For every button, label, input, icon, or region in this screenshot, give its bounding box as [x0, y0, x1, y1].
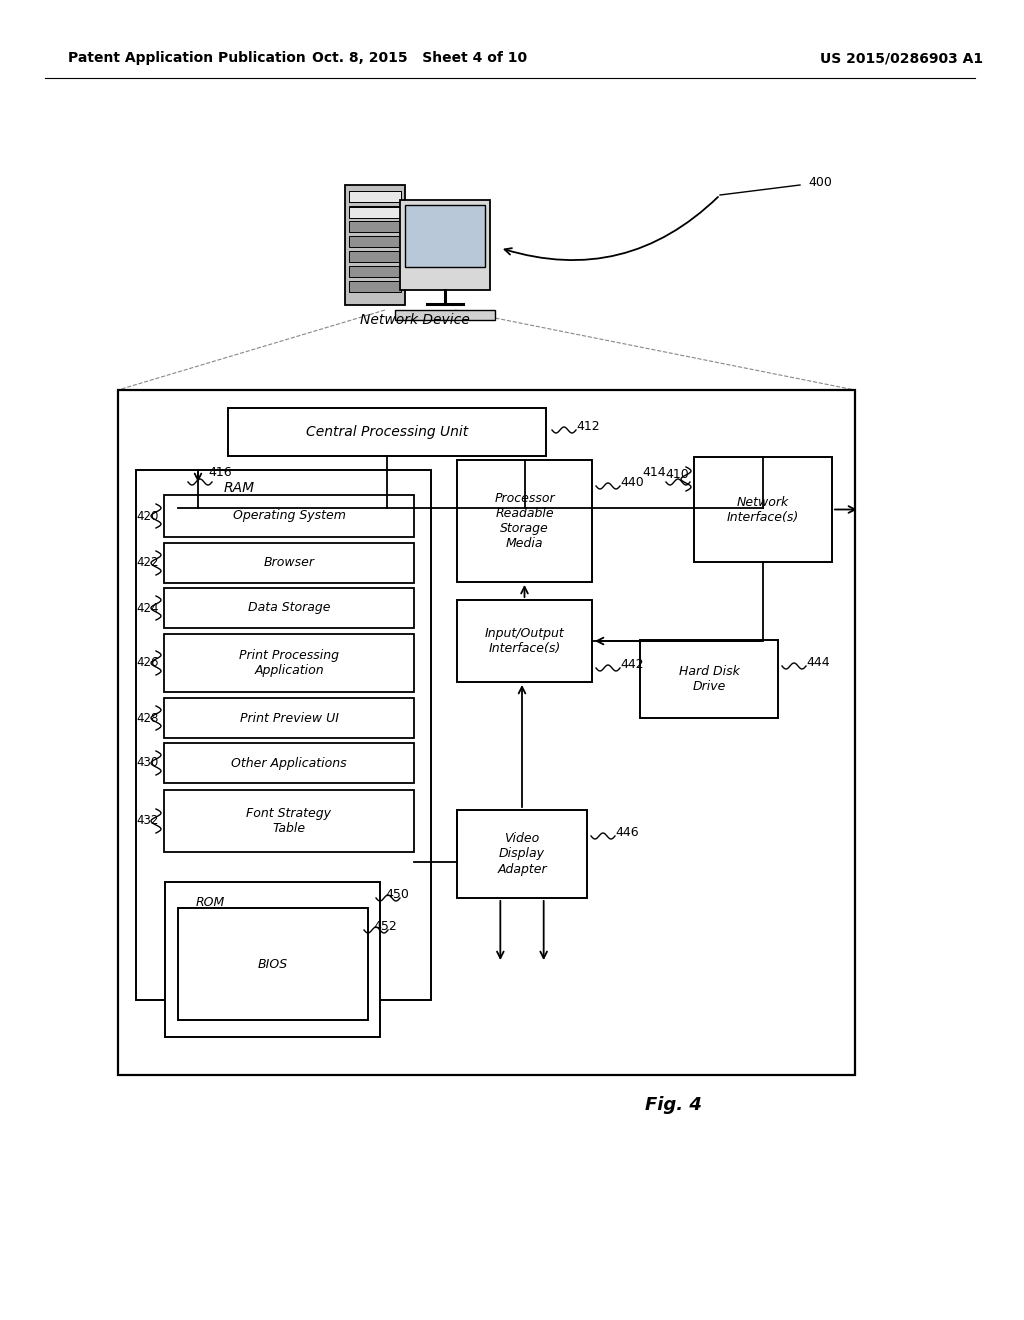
Bar: [349, 267, 401, 277]
Bar: [457, 810, 587, 898]
Bar: [345, 185, 406, 305]
Bar: [406, 205, 485, 267]
Text: 416: 416: [208, 466, 231, 479]
Bar: [118, 389, 855, 1074]
Bar: [164, 543, 414, 583]
Text: Fig. 4: Fig. 4: [645, 1096, 701, 1114]
Text: 440: 440: [620, 475, 644, 488]
Text: 446: 446: [615, 825, 639, 838]
Text: 412: 412: [575, 420, 600, 433]
Text: Processor
Readable
Storage
Media: Processor Readable Storage Media: [495, 492, 555, 550]
Text: Hard Disk
Drive: Hard Disk Drive: [679, 665, 739, 693]
Text: 422: 422: [136, 557, 159, 569]
Bar: [395, 310, 495, 319]
Text: Video
Display
Adapter: Video Display Adapter: [498, 833, 547, 875]
Bar: [349, 207, 401, 218]
Bar: [349, 281, 401, 292]
Bar: [694, 457, 831, 562]
Bar: [136, 470, 431, 1001]
Text: Central Processing Unit: Central Processing Unit: [306, 425, 468, 440]
Text: Data Storage: Data Storage: [248, 602, 331, 615]
Text: Browser: Browser: [263, 557, 314, 569]
Text: 444: 444: [806, 656, 829, 668]
Text: Print Preview UI: Print Preview UI: [240, 711, 339, 725]
Bar: [228, 408, 546, 455]
Text: Network Device: Network Device: [360, 313, 470, 327]
Text: 414: 414: [642, 466, 666, 479]
Text: Network
Interface(s): Network Interface(s): [727, 495, 799, 524]
Text: 410: 410: [666, 469, 689, 482]
Text: 420: 420: [136, 510, 159, 523]
Bar: [164, 698, 414, 738]
Text: 400: 400: [808, 177, 831, 190]
Text: 450: 450: [385, 887, 409, 900]
Text: RAM: RAM: [223, 480, 255, 495]
Bar: [400, 201, 490, 290]
Bar: [164, 789, 414, 851]
Text: 432: 432: [136, 814, 159, 828]
Bar: [640, 640, 778, 718]
Text: 442: 442: [620, 657, 644, 671]
Text: BIOS: BIOS: [258, 957, 288, 970]
Text: Font Strategy
Table: Font Strategy Table: [247, 807, 332, 836]
Bar: [349, 191, 401, 202]
Bar: [349, 191, 401, 202]
Text: Print Processing
Application: Print Processing Application: [239, 649, 339, 677]
Text: 428: 428: [136, 711, 159, 725]
Text: 430: 430: [137, 756, 159, 770]
Bar: [164, 495, 414, 537]
Text: US 2015/0286903 A1: US 2015/0286903 A1: [820, 51, 983, 65]
Text: Input/Output
Interface(s): Input/Output Interface(s): [484, 627, 564, 655]
Text: Patent Application Publication: Patent Application Publication: [68, 51, 306, 65]
Bar: [164, 587, 414, 628]
Text: Other Applications: Other Applications: [231, 756, 347, 770]
Text: ROM: ROM: [196, 895, 224, 908]
Text: Operating System: Operating System: [232, 510, 345, 523]
Bar: [349, 220, 401, 232]
Bar: [349, 206, 401, 216]
Bar: [349, 251, 401, 261]
Bar: [457, 459, 592, 582]
Bar: [349, 236, 401, 247]
Text: 452: 452: [373, 920, 396, 932]
Text: 426: 426: [136, 656, 159, 669]
Bar: [178, 908, 368, 1020]
Bar: [164, 743, 414, 783]
Bar: [457, 601, 592, 682]
Text: Oct. 8, 2015   Sheet 4 of 10: Oct. 8, 2015 Sheet 4 of 10: [312, 51, 527, 65]
Bar: [165, 882, 380, 1038]
Bar: [164, 634, 414, 692]
Text: 424: 424: [136, 602, 159, 615]
